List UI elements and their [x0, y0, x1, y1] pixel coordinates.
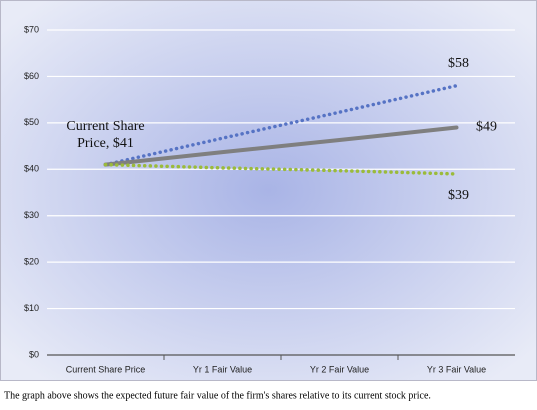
data-label: $39 [448, 188, 469, 203]
y-tick-label: $20 [24, 257, 39, 267]
chart-frame [0, 0, 537, 381]
y-tick-label: $70 [24, 24, 39, 34]
x-tick-label: Yr 1 Fair Value [193, 364, 252, 374]
series-line [103, 125, 459, 167]
data-label: $49 [476, 120, 497, 135]
y-tick-label: $0 [29, 349, 39, 359]
caption: The graph above shows the expected futur… [4, 390, 431, 401]
x-tick-label: Yr 2 Fair Value [310, 364, 369, 374]
x-tick-label: Current Share Price [66, 364, 146, 374]
plot-area: $0 $10 $20 $30 $40 $50 $60 $70 Current Share Pri… [24, 24, 515, 374]
data-label: $58 [448, 56, 469, 71]
y-tick-label: $10 [24, 303, 39, 313]
y-tick-label: $40 [24, 164, 39, 174]
y-tick-label: $50 [24, 117, 39, 127]
y-tick-label: $60 [24, 71, 39, 81]
annotation: Price, $41 [77, 136, 134, 151]
annotation: Current Share [66, 119, 144, 134]
y-tick-label: $30 [24, 210, 39, 220]
series-line [103, 83, 459, 167]
x-tick-label: Yr 3 Fair Value [427, 364, 486, 374]
series-line [103, 162, 459, 176]
